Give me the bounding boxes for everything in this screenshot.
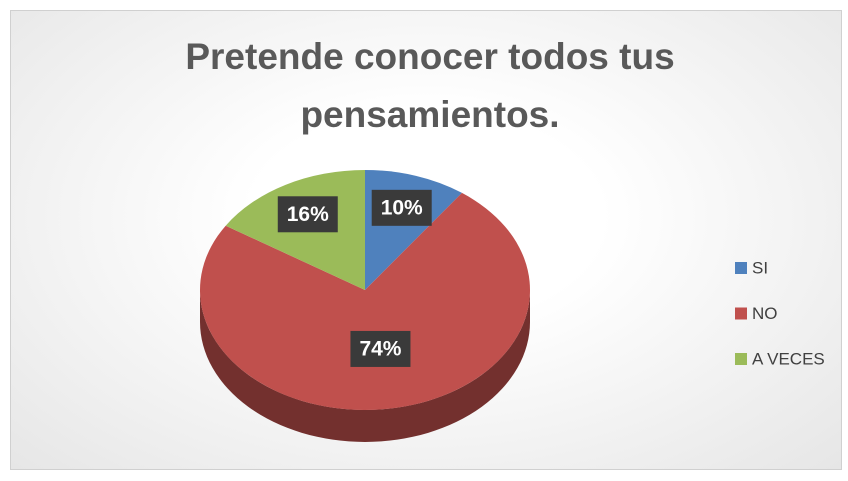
data-label-box bbox=[350, 330, 411, 367]
legend-swatch bbox=[735, 307, 747, 320]
legend-label: NO bbox=[752, 304, 778, 323]
slice-side bbox=[200, 290, 530, 442]
data-label: 74% bbox=[359, 337, 401, 360]
data-label: 16% bbox=[287, 203, 329, 226]
slice bbox=[200, 192, 531, 410]
legend-swatch bbox=[735, 262, 747, 274]
data-label-box bbox=[277, 196, 338, 233]
data-label: 10% bbox=[381, 196, 423, 219]
legend-swatch bbox=[735, 353, 747, 365]
chart-title: Pretende conocer todos tus pensamientos. bbox=[185, 36, 675, 135]
legend-label: A VECES bbox=[752, 349, 825, 368]
data-label-box bbox=[371, 189, 432, 226]
legend-label: SI bbox=[752, 258, 768, 277]
